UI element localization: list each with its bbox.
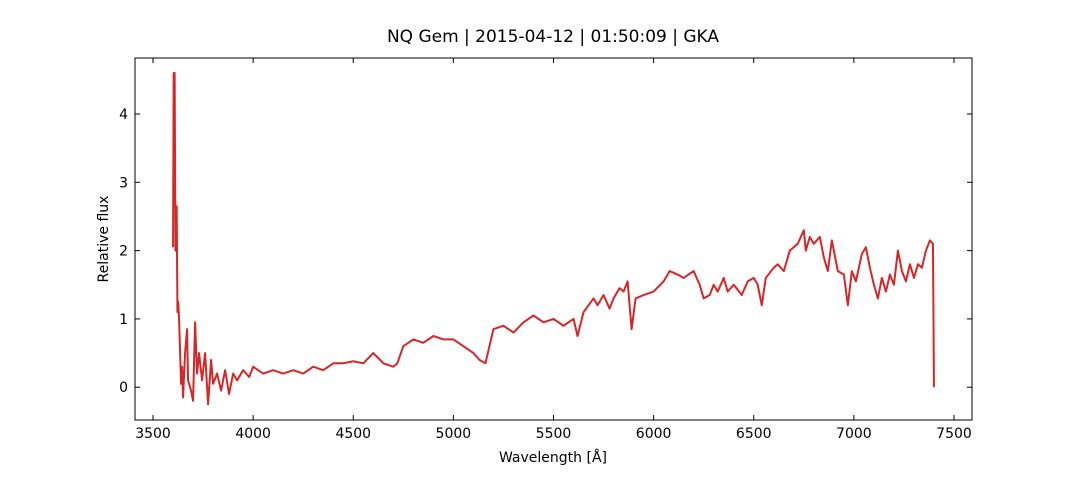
x-tick-label: 5500 — [536, 426, 572, 442]
y-tick-label: 0 — [119, 380, 128, 396]
plot-frame — [134, 57, 973, 421]
chart-title: NQ Gem | 2015-04-12 | 01:50:09 | GKA — [387, 27, 719, 47]
y-axis-label: Relative flux — [96, 196, 112, 283]
x-tick-label: 4500 — [335, 426, 371, 442]
x-tick-label: 7000 — [836, 426, 872, 442]
x-tick-label: 5000 — [436, 426, 472, 442]
x-tick-label: 3500 — [135, 426, 171, 442]
spectrum-line — [172, 72, 935, 406]
y-tick-label: 1 — [119, 312, 128, 328]
x-tick-label: 6000 — [636, 426, 672, 442]
x-tick-label: 7500 — [936, 426, 972, 442]
y-tick-label: 4 — [119, 107, 128, 123]
y-tick-label: 2 — [119, 244, 128, 260]
x-axis-label: Wavelength [Å] — [499, 449, 607, 466]
x-tick-label: 4000 — [235, 426, 271, 442]
x-tick-label: 6500 — [736, 426, 772, 442]
y-tick-label: 3 — [119, 175, 128, 191]
